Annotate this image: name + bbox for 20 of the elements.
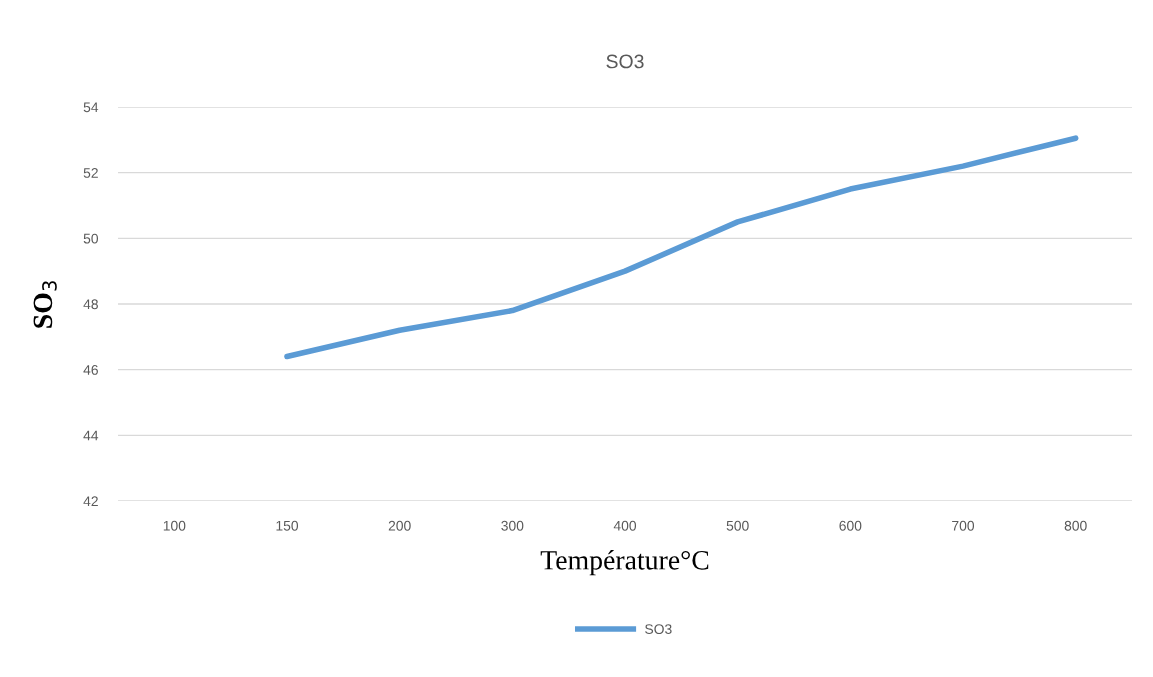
x-tick-label: 100	[163, 520, 186, 531]
chart-title: SO3	[606, 54, 644, 69]
x-tick-label: 500	[726, 520, 749, 531]
y-axis-title: SO$_{3}$	[33, 281, 57, 328]
x-tick-label: 700	[952, 520, 975, 531]
x-tick-label: 400	[613, 520, 637, 531]
y-tick-label: 44	[83, 430, 99, 441]
x-tick-label: 200	[388, 520, 411, 531]
legend-label: SO3	[645, 624, 672, 635]
x-tick-label: 600	[839, 520, 862, 531]
y-tick-label: 50	[83, 233, 99, 244]
y-tick-label: 48	[83, 299, 98, 310]
y-tick-label: 52	[83, 168, 98, 178]
x-axis-title: Température°C	[540, 550, 709, 576]
x-tick-label: 150	[276, 520, 299, 531]
x-tick-label: 300	[501, 520, 524, 531]
y-tick-label: 42	[83, 496, 98, 507]
y-tick-label: 46	[83, 365, 98, 375]
x-tick-label: 800	[1064, 520, 1087, 531]
y-tick-label: 54	[83, 102, 99, 113]
